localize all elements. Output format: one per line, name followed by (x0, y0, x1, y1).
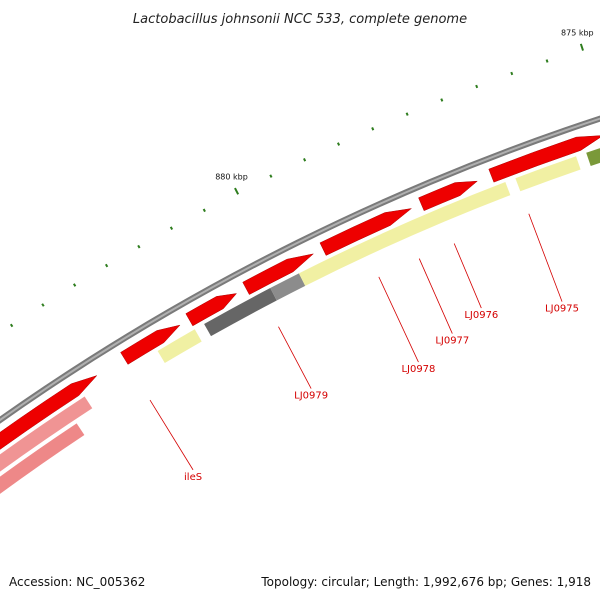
scale-label-5: 875 kbp (561, 29, 594, 38)
minor-tick-10 (202, 208, 206, 213)
scale-ticks (9, 43, 584, 328)
gene-label-leaders (149, 213, 563, 471)
major-tick-2 (234, 187, 240, 195)
feature-block-1 (0, 396, 93, 472)
minor-tick-8 (137, 244, 141, 249)
minor-tick-17 (440, 98, 444, 102)
feature-block-6 (515, 156, 581, 192)
feature-block-3 (204, 288, 277, 337)
reverse-strand-track (0, 423, 85, 494)
minor-tick-9 (169, 226, 174, 231)
cds-arrow-6 (418, 180, 478, 212)
leader-line-LJ0977 (418, 258, 453, 334)
cds-arrow-2 (120, 324, 181, 365)
leader-line-LJ0978 (378, 276, 419, 363)
gene-label-LJ0979: LJ0979 (294, 391, 328, 402)
gene-label-LJ0975: LJ0975 (545, 304, 579, 315)
minor-tick-5 (41, 303, 45, 307)
leader-line-ileS (149, 399, 194, 471)
minor-tick-7 (104, 263, 109, 268)
cds-arrow-5 (319, 208, 413, 256)
minor-tick-14 (336, 142, 341, 146)
leader-line-LJ0979 (278, 326, 312, 389)
gene-labels: valSLJ0959LJ0960LJ0961LJ0962LJ0963LJ0964… (184, 304, 579, 483)
minor-tick-19 (510, 71, 514, 76)
forward-strand-cds-track (0, 135, 600, 450)
gene-label-ileS: ileS (184, 472, 202, 483)
minor-tick-13 (303, 158, 307, 162)
scale-label-6: 880 kbp (215, 173, 248, 182)
minor-tick-15 (371, 127, 375, 131)
gene-label-LJ0978: LJ0978 (401, 364, 435, 375)
minor-tick-6 (72, 283, 77, 287)
minor-tick-16 (405, 112, 409, 116)
feature-color-track (0, 148, 600, 472)
feature-block-5 (298, 182, 511, 286)
leader-line-LJ0976 (453, 243, 482, 309)
minor-tick-20 (545, 59, 549, 63)
gene-label-LJ0976: LJ0976 (464, 310, 498, 321)
reverse-block-1 (0, 423, 85, 494)
minor-tick-4 (9, 323, 14, 328)
feature-block-7 (586, 148, 600, 167)
cds-arrow-4 (242, 253, 315, 295)
minor-tick-18 (475, 84, 479, 89)
feature-block-2 (157, 329, 202, 364)
genome-summary-text: Topology: circular; Length: 1,992,676 bp… (260, 575, 591, 589)
cds-arrow-1 (0, 375, 98, 450)
major-tick-3 (579, 43, 584, 51)
accession-text: Accession: NC_005362 (9, 575, 145, 589)
cds-arrow-3 (185, 293, 238, 327)
cds-arrow-7 (488, 135, 600, 183)
gene-label-LJ0977: LJ0977 (435, 336, 469, 347)
minor-tick-12 (269, 174, 273, 178)
map-title: Lactobacillus johnsonii NCC 533, complet… (133, 12, 467, 27)
leader-line-LJ0975 (528, 213, 563, 302)
feature-block-4 (270, 273, 306, 301)
